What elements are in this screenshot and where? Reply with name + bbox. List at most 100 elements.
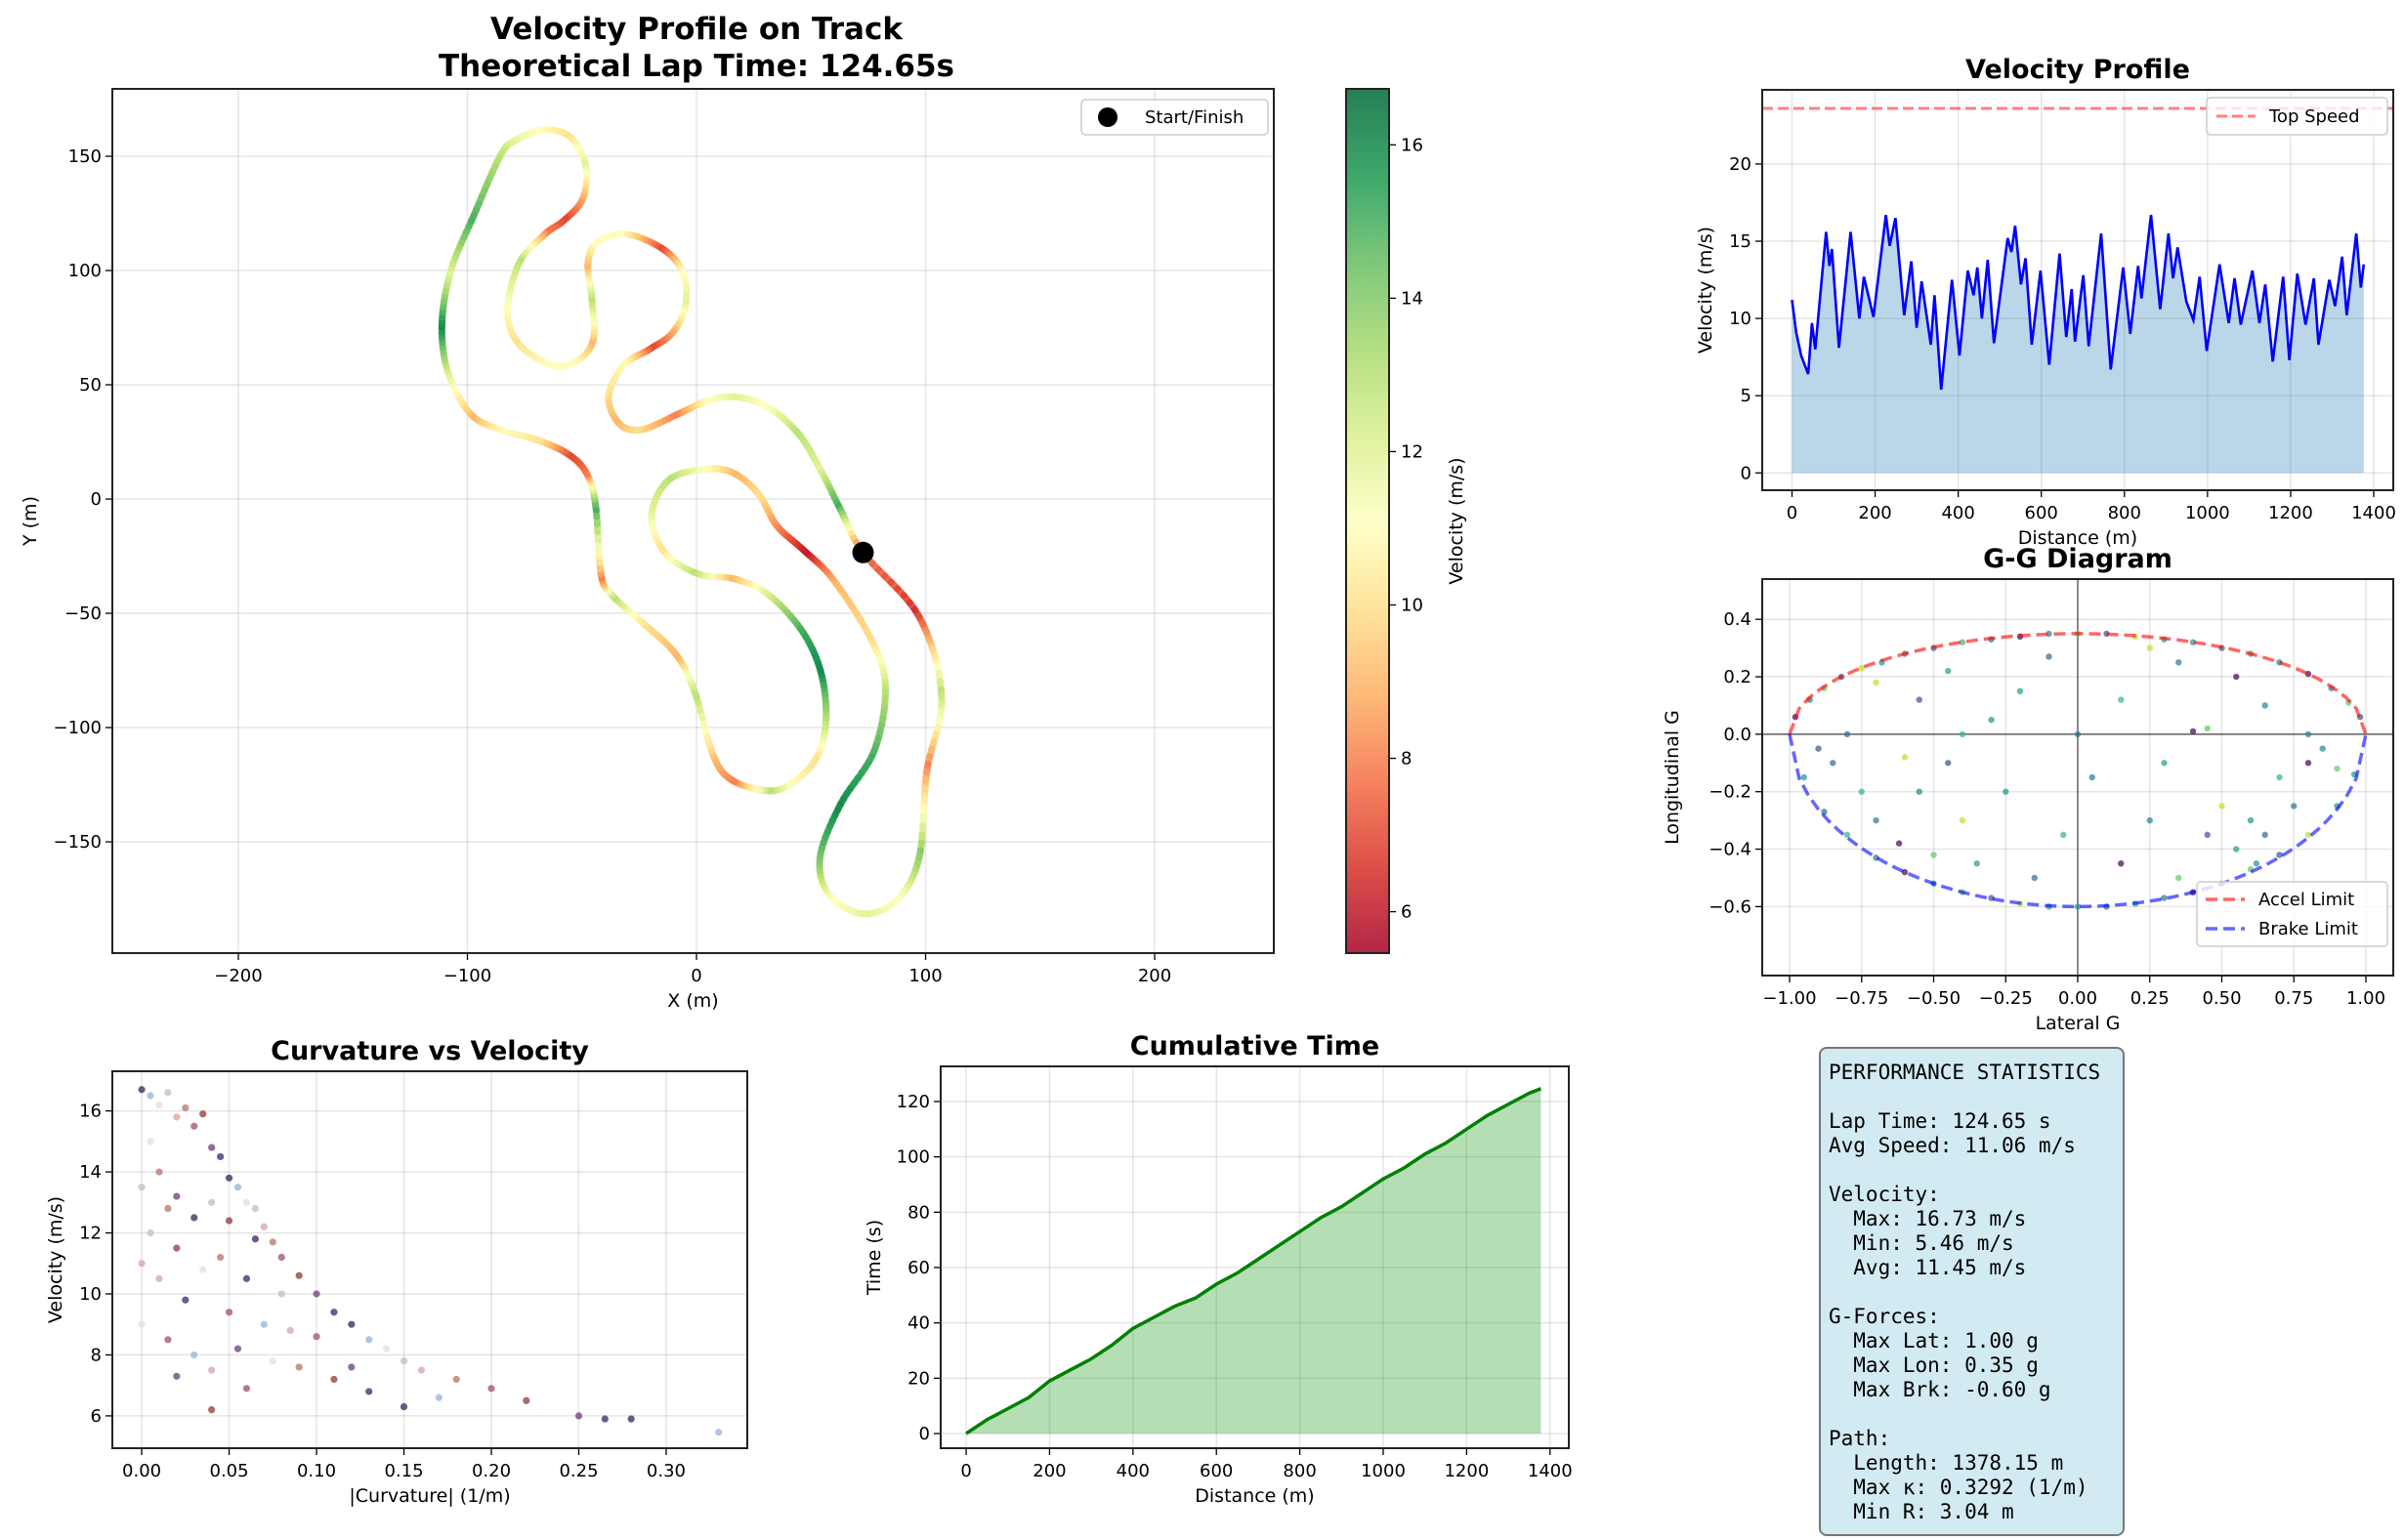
gg-point (2304, 730, 2312, 738)
gg-point (1843, 831, 1851, 839)
curvature-point (383, 1345, 391, 1353)
accel-limit-curve (1788, 632, 2368, 735)
y-tick-label: −150 (54, 832, 102, 853)
gg-point (1973, 860, 1980, 867)
legend: Start/Finish (1080, 99, 1269, 136)
y-tick-label: −100 (54, 718, 102, 738)
curvature-point (190, 1351, 198, 1359)
gg-point (1858, 788, 1865, 795)
x-tick-label: −0.50 (1907, 988, 1961, 1009)
gg-point (2016, 687, 2024, 694)
chart-title: Cumulative Time (1130, 1031, 1379, 1061)
y-tick-label: 60 (907, 1258, 930, 1278)
velocity-line (1791, 214, 2366, 390)
curvature-point (715, 1429, 723, 1436)
curvature-point (225, 1174, 233, 1182)
curvature-point (313, 1333, 320, 1341)
x-axis-label: X (m) (667, 990, 718, 1012)
curvature-point (400, 1357, 408, 1365)
gg-point (2204, 831, 2211, 839)
curvature-point (138, 1086, 146, 1094)
curvature-point (435, 1394, 443, 1401)
x-axis-label: Lateral G (2036, 1013, 2121, 1034)
legend-label: Accel Limit (2258, 890, 2354, 910)
legend-marker-start-finish (1098, 107, 1118, 127)
x-tick-label: 0.25 (559, 1461, 598, 1481)
gg-point (2233, 673, 2240, 681)
y-tick-label: 100 (897, 1147, 930, 1168)
x-tick-label: 1000 (1361, 1461, 1406, 1481)
x-tick-label: −0.75 (1835, 988, 1888, 1009)
curvature-point (251, 1235, 259, 1243)
curvature-point (199, 1266, 207, 1273)
chart-subtitle: Theoretical Lap Time: 124.65s (439, 49, 954, 84)
gg-point (1800, 773, 1807, 781)
x-tick-label: 0 (1787, 503, 1797, 523)
curvature-point (155, 1168, 163, 1176)
y-tick-label: 0.4 (1723, 609, 1751, 630)
x-tick-label: 0.25 (2130, 988, 2170, 1009)
curvature-point (155, 1101, 163, 1108)
y-tick-label: 0 (1741, 463, 1751, 483)
x-tick-label: 200 (1033, 1461, 1066, 1481)
stats-line: Path: (1829, 1427, 1891, 1450)
curvature-point (601, 1415, 609, 1423)
x-tick-label: 0.30 (647, 1461, 686, 1481)
x-tick-label: 200 (1138, 966, 1171, 986)
stats-line: Max: 16.73 m/s (1829, 1207, 2027, 1230)
axes-frame (111, 1070, 748, 1449)
gg-point (2334, 765, 2341, 772)
x-tick-label: 800 (2108, 503, 2141, 523)
x-tick-label: 400 (1117, 1461, 1150, 1481)
curvature-point (182, 1103, 190, 1112)
curvature-point (295, 1363, 303, 1371)
x-tick-label: −100 (443, 966, 491, 986)
gg-point (2175, 659, 2182, 666)
gg-point (1895, 840, 1903, 847)
curvature-point (199, 1110, 207, 1118)
curvature-point (182, 1296, 190, 1304)
axes-frame (1761, 578, 2394, 977)
x-axis-label: Distance (m) (1195, 1485, 1314, 1507)
curvature-point (260, 1320, 268, 1328)
x-tick-label: 1000 (2185, 503, 2230, 523)
gg-point (1821, 809, 1828, 815)
x-tick-label: 0 (960, 1461, 971, 1481)
stats-line: Min R: 3.04 m (1829, 1500, 2014, 1523)
x-tick-label: 1400 (2351, 503, 2396, 523)
curvature-point (233, 1184, 242, 1191)
curvature-point (330, 1309, 338, 1316)
curvature-point (138, 1320, 146, 1328)
curvature-point (242, 1385, 251, 1393)
curvature-point (164, 1204, 172, 1213)
velocity-fill-area (1792, 215, 2364, 474)
y-tick-label: −0.4 (1708, 840, 1751, 860)
y-tick-label: 14 (79, 1162, 102, 1183)
curvature-point (147, 1138, 154, 1145)
colorbar-tick-label: 16 (1401, 135, 1423, 155)
y-tick-label: 5 (1741, 386, 1751, 406)
curvature-point (400, 1402, 408, 1411)
x-tick-label: 1.00 (2346, 988, 2385, 1009)
gg-point (2204, 725, 2211, 732)
x-tick-label: 1200 (1444, 1461, 1489, 1481)
colorbar: 6 8 10 12 14 16 Velocity (m/s) (1345, 88, 1467, 954)
x-tick-label: 1400 (1528, 1461, 1573, 1481)
velocity-profile-plot-area (1762, 106, 2393, 474)
y-axis-label: Y (m) (20, 496, 41, 547)
gg-point (2304, 760, 2312, 767)
x-tick-label: −0.25 (1979, 988, 2033, 1009)
gg-point (2261, 831, 2268, 839)
gg-point (2060, 831, 2067, 839)
gg-point (1988, 716, 1995, 724)
curvature-point (348, 1320, 356, 1328)
curvature-point (277, 1253, 285, 1262)
curvature-point (173, 1244, 181, 1252)
curvature-point (164, 1089, 172, 1097)
x-tick-label: 0.50 (2202, 988, 2241, 1009)
gg-point (2074, 903, 2082, 910)
colorbar-tick-label: 10 (1401, 595, 1423, 615)
curvature-point (173, 1113, 181, 1121)
curvature-point (523, 1396, 530, 1404)
